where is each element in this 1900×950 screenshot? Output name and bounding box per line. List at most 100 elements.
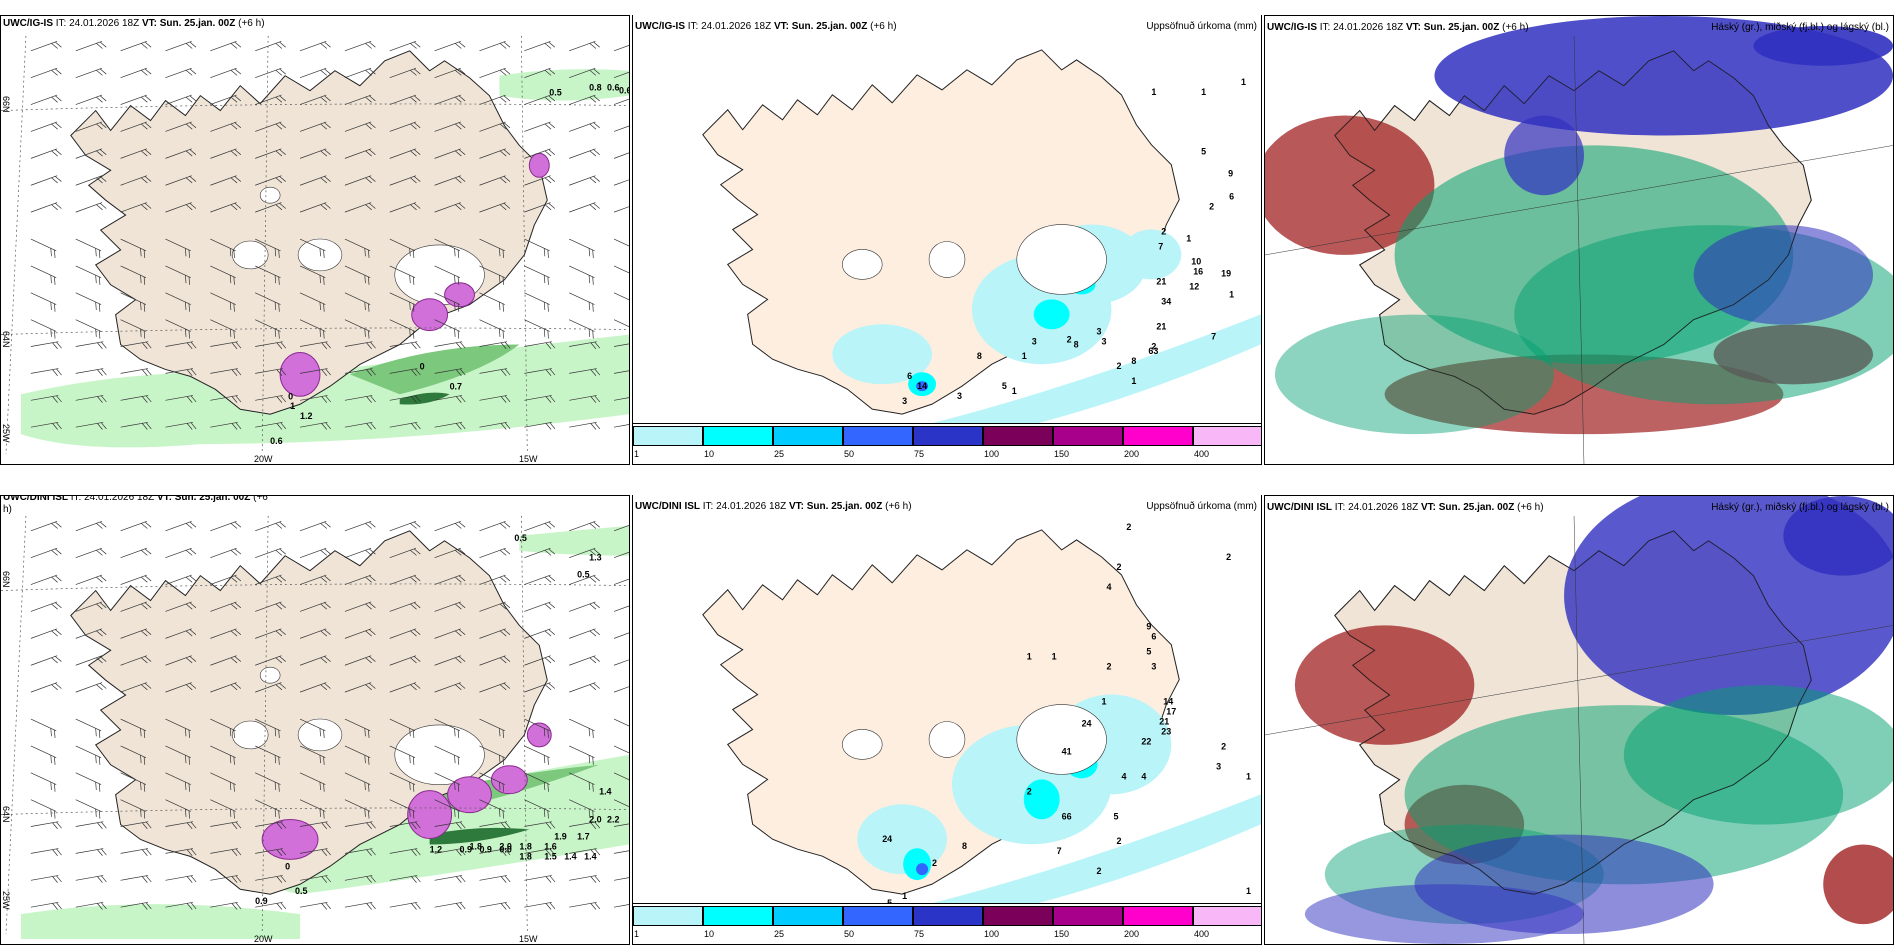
panel-header: UWC/IG-IS IT: 24.01.2026 18Z VT: Sun. 25… (1267, 22, 1529, 34)
wind-barb (569, 772, 595, 792)
wind-barb (299, 265, 326, 285)
barb-feather (54, 810, 56, 819)
cloud-layer-area (1693, 225, 1874, 325)
barb-feather (370, 395, 376, 403)
barb-feather (411, 423, 417, 430)
barb-feather (594, 422, 601, 430)
wind-barb (255, 718, 281, 738)
barb-shaft (524, 202, 551, 213)
wind-value-label: 0.9 (479, 844, 491, 854)
wind-barb (479, 67, 511, 79)
wind-barb-shape (299, 67, 331, 79)
wind-barb-shape (120, 148, 152, 159)
barb-feather (415, 902, 421, 910)
barb-feather (588, 808, 591, 817)
wind-barb-shape (210, 94, 242, 105)
cloud-layer-area (1304, 884, 1584, 944)
barb-feather (143, 783, 146, 792)
barb-shaft (75, 265, 102, 278)
wind-barb (210, 574, 242, 585)
wind-barb-shape (165, 601, 197, 612)
wind-barb (165, 175, 197, 186)
wind-barb (569, 799, 595, 819)
barb-feather (459, 368, 466, 376)
barb-feather (412, 729, 415, 738)
wind-barb (389, 121, 421, 132)
wind-barb-shape (75, 94, 107, 105)
legend-tick-label: 75 (914, 449, 925, 459)
precip-value-label: 9 (1228, 169, 1233, 179)
barb-feather (413, 602, 421, 609)
barb-feather (593, 548, 600, 555)
barb-shaft (479, 601, 506, 612)
wind-barb (569, 319, 595, 339)
barb-shaft (479, 821, 508, 827)
precip-zone (1121, 229, 1182, 280)
barb-feather (280, 368, 287, 376)
barb-shaft (165, 628, 192, 639)
barb-feather (499, 630, 507, 637)
gust-area (528, 152, 550, 178)
wind-barb-shape (479, 745, 505, 765)
barb-feather (141, 96, 148, 103)
wind-barb (255, 121, 286, 132)
precip-zone (832, 324, 933, 385)
wind-barb (344, 601, 376, 612)
wind-barb-shape (120, 718, 147, 738)
barb-feather (499, 301, 501, 311)
barb-feather (503, 149, 511, 155)
legend-swatch (1053, 906, 1123, 926)
barb-feather (54, 330, 56, 339)
precip-zone (903, 848, 932, 881)
wind-barb (613, 265, 629, 278)
barb-feather (369, 656, 376, 662)
barb-feather (320, 123, 328, 130)
wind-barb (30, 821, 62, 830)
legend-tick-label: 400 (1194, 929, 1210, 939)
barb-feather (321, 903, 328, 910)
barb-shaft (479, 94, 506, 105)
wind-value-label: 0.5 (514, 533, 526, 543)
precip-value-label: 1 (1102, 697, 1107, 707)
wind-barb-shape (210, 799, 236, 819)
wind-barb (255, 601, 286, 612)
barb-shaft (434, 520, 461, 532)
barb-shaft (210, 202, 237, 213)
barb-feather (368, 810, 370, 819)
barb-feather (548, 575, 556, 582)
barb-feather (189, 203, 197, 209)
barb-feather (231, 849, 238, 856)
wind-value-label: 1.9 (554, 831, 566, 841)
barb-feather (229, 301, 232, 311)
wind-value-label: 1.4 (584, 851, 596, 861)
barb-feather (544, 523, 552, 529)
barb-feather (589, 177, 597, 184)
barb-feather (504, 848, 511, 856)
barb-shaft (524, 67, 551, 79)
barb-shaft (569, 421, 597, 428)
barb-feather (278, 330, 280, 339)
wind-barb (30, 67, 62, 79)
barb-feather (51, 603, 58, 610)
wind-barb-shape (613, 718, 629, 732)
barb-shaft (210, 94, 237, 105)
barb-shaft (344, 821, 373, 827)
panel-header: UWC/DINI ISL IT: 24.01.2026 18Z VT: Sun.… (635, 501, 912, 513)
wind-barb (479, 94, 511, 105)
barb-feather (504, 368, 511, 376)
barb-shaft (120, 94, 147, 105)
barb-feather (364, 728, 366, 737)
wind-barb (479, 421, 511, 430)
barb-feather (455, 876, 462, 883)
wind-barb-shape (479, 682, 511, 693)
barb-feather (592, 276, 594, 285)
barb-feather (325, 341, 331, 349)
wind-barb-shape (255, 772, 281, 792)
barb-shaft (389, 547, 417, 559)
legend-swatch (843, 906, 913, 926)
wind-barb (30, 875, 62, 883)
barb-feather (458, 95, 466, 102)
wind-barb (255, 821, 287, 830)
wind-barb-shape (434, 94, 466, 105)
barb-shaft (569, 875, 597, 881)
